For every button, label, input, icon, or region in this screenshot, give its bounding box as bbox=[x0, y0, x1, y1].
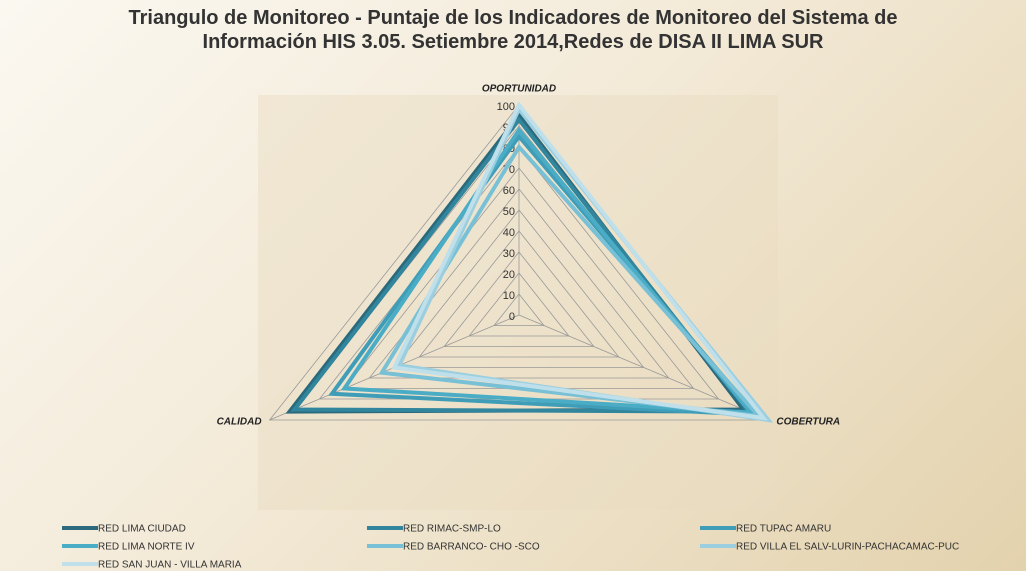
axis-label: OPORTUNIDAD bbox=[482, 84, 556, 95]
series-line bbox=[290, 116, 753, 414]
legend-label: RED RIMAC-SMP-LO bbox=[403, 524, 501, 535]
legend-label: RED BARRANCO- CHO -SCO bbox=[403, 542, 540, 553]
axis-spoke bbox=[518, 314, 769, 421]
plot-area bbox=[258, 95, 778, 510]
grid-line bbox=[493, 293, 545, 326]
series-line bbox=[391, 101, 769, 421]
axis-label: COBERTURA bbox=[776, 417, 840, 428]
r-tick-label: 40 bbox=[503, 227, 515, 239]
r-tick-label: 10 bbox=[503, 290, 515, 302]
r-tick-label: 30 bbox=[503, 248, 515, 260]
r-tick-label: 20 bbox=[503, 269, 515, 281]
legend-label: RED SAN JUAN - VILLA MARIA bbox=[98, 560, 242, 571]
chart-title: Triangulo de Monitoreo - Puntaje de los … bbox=[128, 7, 898, 53]
legend-label: RED TUPAC AMARU bbox=[736, 524, 831, 535]
series-line bbox=[340, 126, 756, 415]
grid-line bbox=[468, 272, 570, 337]
grid-line bbox=[368, 188, 670, 379]
r-tick-label: 0 bbox=[509, 311, 515, 323]
axis-label: CALIDAD bbox=[217, 417, 262, 428]
r-tick-label: 100 bbox=[497, 101, 515, 113]
grid-line bbox=[393, 209, 645, 368]
r-tick-label: 60 bbox=[503, 185, 515, 197]
legend-label: RED VILLA EL SALV-LURIN-PACHACAMAC-PUC bbox=[736, 542, 959, 553]
r-tick-label: 50 bbox=[503, 206, 515, 218]
grid-line bbox=[443, 251, 595, 347]
grid-line bbox=[418, 230, 620, 358]
legend-label: RED LIMA CIUDAD bbox=[98, 524, 186, 535]
legend-label: RED LIMA NORTE IV bbox=[98, 542, 195, 553]
